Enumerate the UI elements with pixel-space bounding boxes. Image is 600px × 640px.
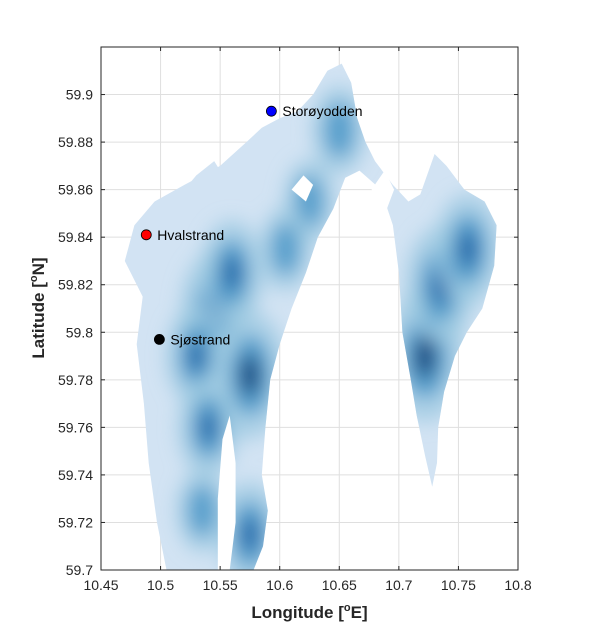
site-hvalstrand: Hvalstrand xyxy=(140,227,224,243)
density-core xyxy=(242,517,258,551)
x-tick-label: 10.5 xyxy=(147,577,174,593)
y-axis-ticks: 59.7 59.72 59.74 59.76 59.78 59.8 59.82 59.84 59… xyxy=(58,87,518,578)
x-axis-ticks: 10.45 10.5 10.55 10.6 10.65 10.7 10.75 10.8 xyxy=(83,47,532,593)
site-label: Storøyodden xyxy=(282,103,362,119)
site-marker xyxy=(140,229,152,241)
y-tick-label: 59.7 xyxy=(66,562,93,578)
density-core xyxy=(240,354,260,396)
water-area xyxy=(182,161,221,207)
density-core xyxy=(189,340,204,372)
site-storøyodden: Storøyodden xyxy=(265,103,363,119)
density-core xyxy=(459,231,476,267)
x-tick-label: 10.75 xyxy=(441,577,476,593)
x-tick-label: 10.6 xyxy=(266,577,293,593)
site-sjøstrand: Sjøstrand xyxy=(153,331,230,347)
y-tick-label: 59.86 xyxy=(58,182,93,198)
x-tick-label: 10.65 xyxy=(322,577,357,593)
y-tick-label: 59.76 xyxy=(58,419,93,435)
land-island xyxy=(217,415,236,570)
y-tick-label: 59.88 xyxy=(58,134,93,150)
plot-frame xyxy=(100,46,519,571)
site-markers: Storøyodden Hvalstrand Sjøstrand xyxy=(140,103,363,347)
land-island xyxy=(371,170,395,209)
y-tick-label: 59.72 xyxy=(58,514,93,530)
y-tick-label: 59.9 xyxy=(66,87,93,103)
x-tick-label: 10.8 xyxy=(504,577,531,593)
water-density-layer xyxy=(124,63,497,570)
density-core xyxy=(415,334,436,379)
site-marker xyxy=(265,105,277,117)
density-core xyxy=(224,256,240,290)
y-tick-label: 59.84 xyxy=(58,229,93,245)
density-core xyxy=(201,411,216,443)
land-island xyxy=(291,175,314,202)
density-mid xyxy=(188,484,217,537)
site-marker xyxy=(153,334,165,345)
y-tick-label: 59.74 xyxy=(58,467,93,483)
density-mid xyxy=(324,102,355,158)
x-axis-label: Longitude [oE] xyxy=(251,602,367,622)
x-tick-label: 10.7 xyxy=(385,577,412,593)
y-tick-label: 59.82 xyxy=(58,277,93,293)
y-axis-label: Latitude [oN] xyxy=(28,257,48,358)
x-tick-label: 10.45 xyxy=(83,577,118,593)
y-tick-label: 59.78 xyxy=(58,372,93,388)
site-label: Hvalstrand xyxy=(157,227,224,243)
density-mid xyxy=(271,223,300,275)
y-tick-label: 59.8 xyxy=(66,324,93,340)
site-label: Sjøstrand xyxy=(170,331,230,347)
x-tick-label: 10.55 xyxy=(203,577,238,593)
